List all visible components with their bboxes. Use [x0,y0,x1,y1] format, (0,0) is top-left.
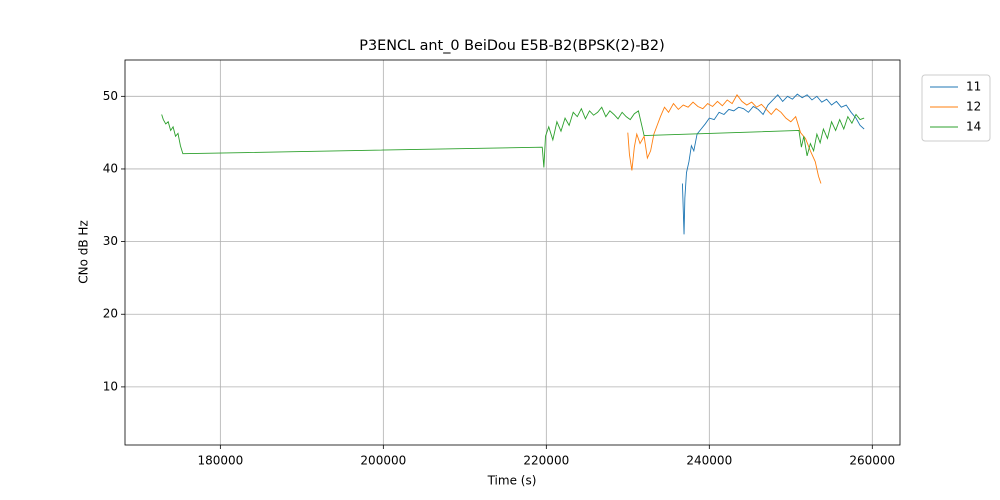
y-tick-label: 10 [103,379,118,393]
legend-box [921,74,991,142]
series-line [627,94,822,184]
x-tick-label: 220000 [523,454,569,468]
y-tick-label: 50 [103,89,118,103]
y-tick-label: 40 [103,161,118,175]
legend-label: 11 [966,80,981,94]
x-axis-label: Time (s) [487,474,537,488]
y-tick-label: 30 [103,234,118,248]
x-tick-label: 200000 [360,454,406,468]
legend-label: 14 [966,120,981,134]
x-tick-label: 180000 [197,454,243,468]
y-tick-label: 20 [103,307,118,321]
chart-title: P3ENCL ant_0 BeiDou E5B-B2(BPSK(2)-B2) [359,38,664,54]
legend-label: 12 [966,100,981,114]
plot-frame [124,59,901,446]
y-axis-label: CNo dB Hz [77,220,91,284]
x-tick-label: 260000 [849,454,895,468]
x-tick-label: 240000 [686,454,732,468]
series-line [161,106,865,168]
series-line [681,93,865,235]
